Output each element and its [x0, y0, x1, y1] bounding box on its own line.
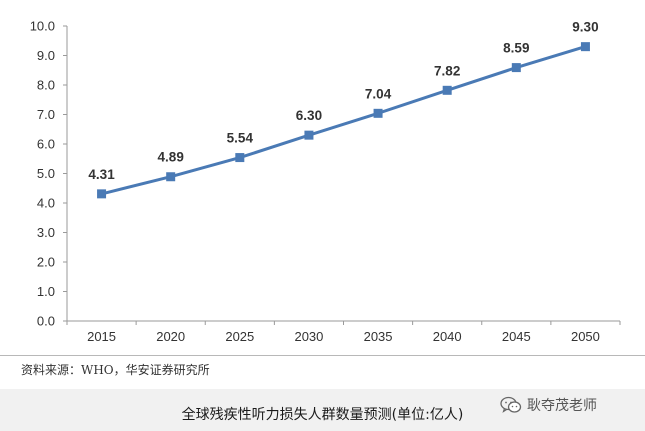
data-label: 8.59	[503, 41, 529, 56]
caption-band	[0, 389, 645, 431]
source-note: 资料来源：WHO，华安证券研究所	[21, 363, 210, 377]
x-tick-label: 2030	[294, 329, 323, 344]
data-point	[580, 42, 590, 52]
y-tick-label: 1.0	[37, 284, 55, 299]
data-point	[511, 63, 521, 73]
data-point	[97, 189, 107, 199]
data-label: 9.30	[572, 20, 598, 35]
data-point	[166, 172, 176, 182]
data-label: 4.89	[158, 150, 184, 165]
y-tick-label: 4.0	[37, 196, 55, 211]
chart-axes	[66, 26, 620, 322]
data-label: 7.82	[434, 63, 460, 78]
line-chart: 0.01.02.03.04.05.06.07.08.09.010.0 2015 2…	[30, 19, 621, 344]
y-tick-label: 0.0	[37, 314, 55, 329]
data-point	[304, 130, 314, 140]
y-tick-label: 7.0	[37, 107, 55, 122]
y-tick-label: 10.0	[30, 19, 55, 34]
y-tick-label: 8.0	[37, 78, 55, 93]
series-layer	[97, 42, 590, 199]
data-label: 5.54	[227, 131, 254, 146]
y-tick-label: 9.0	[37, 48, 55, 63]
series-line	[101, 45, 586, 196]
y-axis-ticks: 0.0 1.0 2.0 3.0 4.0 5.0 6.0 7.0 8.0 9.0 10.0	[30, 19, 67, 329]
y-tick-label: 6.0	[37, 137, 55, 152]
data-point	[235, 153, 245, 163]
x-tick-label: 2015	[87, 329, 116, 344]
watermark-text: 耿夺茂老师	[527, 398, 597, 414]
data-label: 7.04	[365, 86, 392, 101]
source-divider	[0, 355, 645, 356]
watermark: 耿夺茂老师	[500, 394, 597, 416]
x-tick-label: 2050	[571, 329, 600, 344]
data-point	[373, 108, 383, 118]
data-point	[442, 85, 452, 95]
x-axis-ticks: 2015 2020 2025 2030 2035 2040 2045 2050	[66, 321, 621, 344]
x-tick-label: 2040	[433, 329, 462, 344]
x-tick-label: 2025	[225, 329, 254, 344]
x-tick-label: 2045	[502, 329, 531, 344]
y-tick-label: 3.0	[37, 225, 55, 240]
data-label: 6.30	[296, 108, 322, 123]
data-label: 4.31	[88, 167, 115, 182]
data-labels: 4.31 4.89 5.54 6.30 7.04 7.82 8.59 9.30	[88, 20, 598, 182]
y-tick-label: 2.0	[37, 255, 55, 270]
x-tick-label: 2020	[156, 329, 185, 344]
x-tick-label: 2035	[364, 329, 393, 344]
chart-caption: 全球残疾性听力损失人群数量预测(单位:亿人)	[181, 407, 464, 423]
wechat-icon	[500, 396, 522, 413]
y-tick-label: 5.0	[37, 166, 55, 181]
